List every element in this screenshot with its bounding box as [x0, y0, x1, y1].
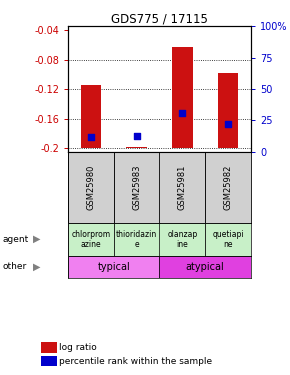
Text: typical: typical — [97, 262, 130, 272]
Text: GSM25981: GSM25981 — [178, 165, 187, 210]
Text: GSM25982: GSM25982 — [224, 165, 233, 210]
Bar — [68, 256, 160, 278]
Title: GDS775 / 17115: GDS775 / 17115 — [111, 12, 208, 25]
Point — [226, 121, 230, 127]
Bar — [218, 73, 238, 148]
Text: agent: agent — [3, 235, 29, 244]
Text: chlorprom
azine: chlorprom azine — [71, 230, 110, 249]
Text: quetiapi
ne: quetiapi ne — [212, 230, 244, 249]
Bar — [205, 152, 251, 222]
Bar — [126, 147, 147, 148]
Bar — [114, 152, 160, 222]
Bar — [160, 222, 205, 256]
Text: olanzap
ine: olanzap ine — [167, 230, 197, 249]
Bar — [68, 152, 114, 222]
Text: GSM25980: GSM25980 — [86, 165, 95, 210]
Bar — [114, 222, 160, 256]
Point — [134, 133, 139, 139]
Bar — [205, 222, 251, 256]
Text: GSM25983: GSM25983 — [132, 165, 141, 210]
Text: ▶: ▶ — [33, 234, 41, 244]
Text: other: other — [3, 262, 27, 271]
Text: thioridazin
e: thioridazin e — [116, 230, 157, 249]
Bar — [68, 222, 114, 256]
Bar — [160, 152, 205, 222]
Point — [89, 134, 93, 140]
Text: atypical: atypical — [186, 262, 224, 272]
Text: percentile rank within the sample: percentile rank within the sample — [59, 357, 213, 366]
Text: ▶: ▶ — [33, 262, 41, 272]
Bar — [81, 86, 101, 148]
Point — [180, 111, 185, 117]
Bar — [172, 47, 193, 148]
Bar — [160, 256, 251, 278]
Text: log ratio: log ratio — [59, 343, 97, 352]
